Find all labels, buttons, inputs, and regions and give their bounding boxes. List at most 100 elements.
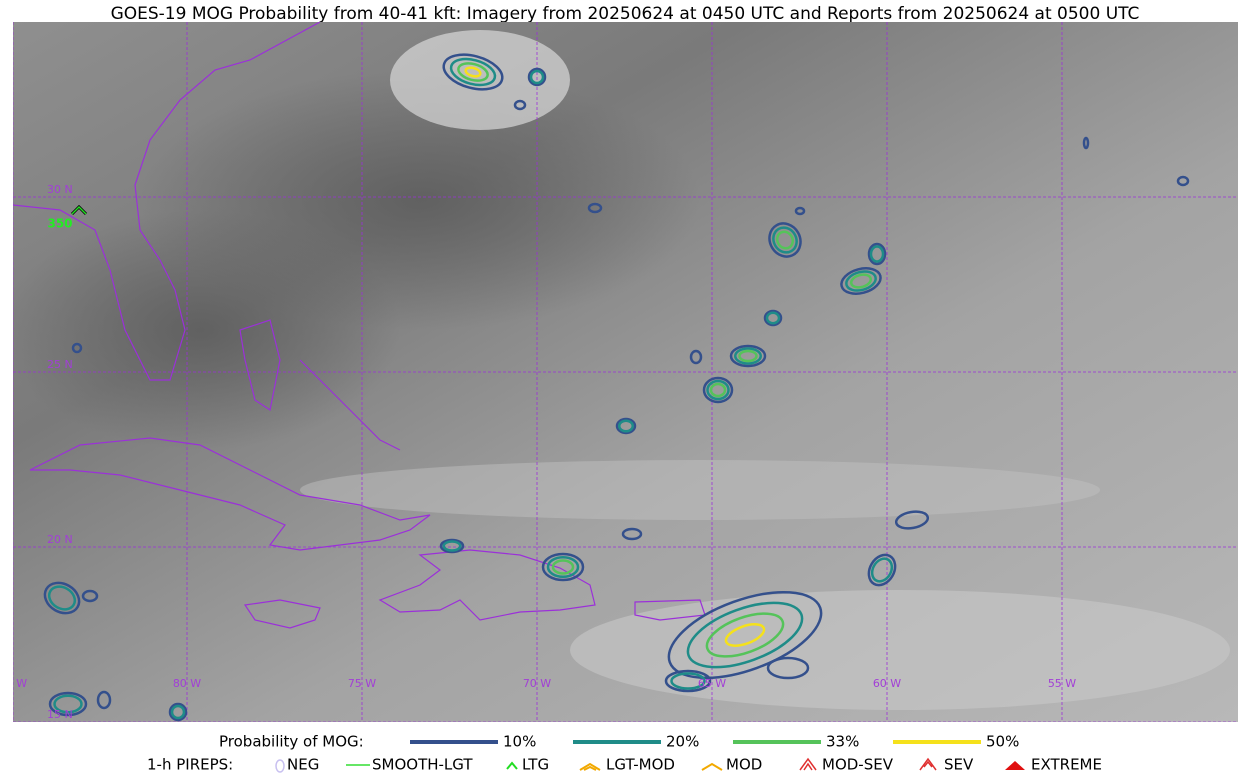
legend-label: LTG <box>522 756 549 774</box>
contour <box>47 585 77 611</box>
contour <box>894 510 930 530</box>
mog-contours <box>43 53 1190 722</box>
lon-label: 65 W <box>698 677 726 690</box>
contour <box>689 349 703 365</box>
lat-label: 15 N <box>47 708 73 721</box>
lon-label: 70 W <box>523 677 551 690</box>
contour <box>96 690 112 710</box>
contour <box>546 556 580 578</box>
map: 30 N 25 N 20 N 15 N 85 W 80 W 75 W 70 W 65 W 60 W… <box>13 22 1238 722</box>
contour <box>709 382 727 398</box>
contour <box>621 527 643 541</box>
legend-label: NEG <box>287 756 319 774</box>
contour <box>869 245 885 263</box>
lat-label: 25 N <box>47 358 73 371</box>
title: GOES-19 MOG Probability from 40-41 kft: … <box>111 4 1140 24</box>
contour <box>442 53 504 91</box>
cloud <box>300 460 1100 520</box>
contour <box>71 342 83 354</box>
contour <box>794 206 806 216</box>
legend-label: LGT-MOD <box>606 756 675 774</box>
contour <box>168 702 188 722</box>
contour <box>670 672 706 690</box>
contour <box>705 612 785 658</box>
legend-label: MOD-SEV <box>822 756 894 774</box>
contour <box>775 230 795 250</box>
contour <box>729 344 767 368</box>
pirep-ltg-icon <box>71 205 87 215</box>
lon-label: 60 W <box>873 677 901 690</box>
contour <box>541 552 585 582</box>
puerto-rico <box>634 599 706 621</box>
legend-label: MOD <box>726 756 762 774</box>
cuba <box>29 437 431 551</box>
contour <box>457 62 489 82</box>
legend-label: 50% <box>986 733 1019 751</box>
contour <box>513 99 527 111</box>
pirep-altitude: 350 <box>47 217 72 231</box>
legend-label: SEV <box>944 756 974 774</box>
lon-label: 55 W <box>1048 677 1076 690</box>
dry-region <box>13 210 400 450</box>
contour <box>845 270 877 292</box>
contour <box>870 557 894 583</box>
legend-label: EXTREME <box>1031 756 1102 774</box>
contour <box>686 601 804 669</box>
contour <box>587 202 603 214</box>
contour <box>551 559 575 575</box>
graticule <box>13 22 1238 722</box>
pirep-icon <box>275 759 285 773</box>
legend-title: Probability of MOG: <box>219 733 364 751</box>
grid-labels: 30 N 25 N 20 N 15 N 85 W 80 W 75 W 70 W 65 W 60 W… <box>13 183 1076 721</box>
legend-label: 10% <box>503 733 536 751</box>
contour <box>439 538 465 554</box>
contour <box>618 419 634 433</box>
contour <box>706 379 730 401</box>
pirep-icon <box>579 762 601 771</box>
legend: Probability of MOG: 10% 20% 33% 50% 1-h PIREP… <box>147 733 1102 774</box>
contour <box>766 656 810 680</box>
contour <box>840 267 882 295</box>
florida-coast <box>13 22 321 381</box>
lat-label: 20 N <box>47 533 73 546</box>
contour <box>738 349 758 363</box>
pirep-icon <box>1005 761 1025 770</box>
pirep-icon <box>506 761 518 770</box>
contour <box>615 417 637 435</box>
contour <box>529 69 545 85</box>
contour <box>724 623 766 647</box>
lat-label: 30 N <box>47 183 73 196</box>
pirep-icon <box>701 762 723 771</box>
hispaniola <box>378 549 596 621</box>
contour <box>1176 175 1190 187</box>
contour <box>772 226 798 254</box>
contour <box>442 540 462 552</box>
contour <box>702 376 734 404</box>
contour <box>867 242 887 266</box>
contour <box>464 66 482 78</box>
contour <box>48 691 88 717</box>
coastlines <box>13 22 706 629</box>
contour <box>768 222 802 258</box>
contour <box>667 590 823 680</box>
lon-label: 80 W <box>173 677 201 690</box>
legend-label: 20% <box>666 733 699 751</box>
contour <box>849 273 873 289</box>
contour <box>664 669 712 693</box>
bahamas <box>299 359 401 451</box>
contour <box>53 694 83 714</box>
contour <box>81 589 99 603</box>
contour <box>449 57 497 87</box>
contour <box>734 347 762 365</box>
contour <box>867 553 897 587</box>
contour <box>527 67 547 87</box>
contour <box>765 311 781 325</box>
pirep-icon <box>799 757 817 771</box>
legend-label: 33% <box>826 733 859 751</box>
bahamas <box>239 319 281 411</box>
jamaica <box>243 599 321 629</box>
contour <box>1082 136 1090 150</box>
legend-label: SMOOTH-LGT <box>372 756 473 774</box>
